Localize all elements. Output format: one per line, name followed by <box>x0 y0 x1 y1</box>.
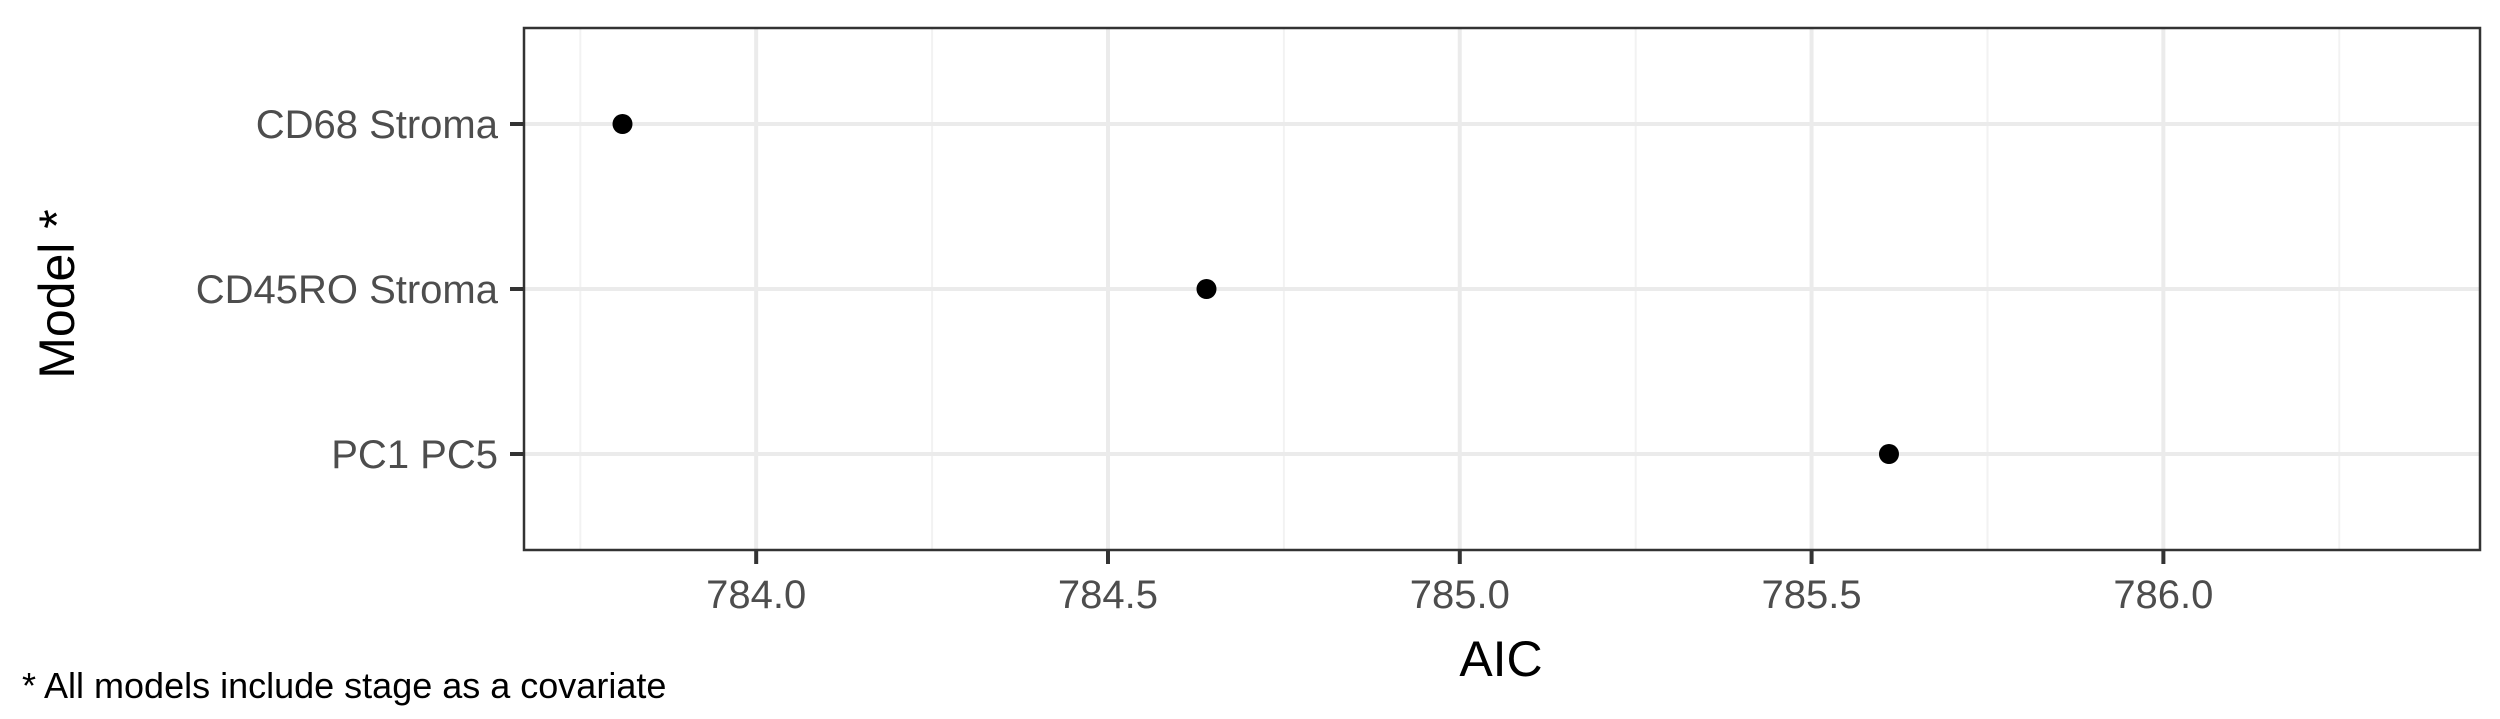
y-axis-title: Model * <box>29 209 85 379</box>
x-tick-label: 785.0 <box>1410 573 1510 617</box>
x-axis-title: AIC <box>1459 631 1542 687</box>
data-points <box>612 114 1899 464</box>
x-tick-label: 784.0 <box>706 573 806 617</box>
x-tick-label: 784.5 <box>1058 573 1158 617</box>
y-tick-label: PC1 PC5 <box>331 433 498 477</box>
y-tick-label: CD45RO Stroma <box>196 268 499 312</box>
x-tick-label: 785.5 <box>1762 573 1862 617</box>
x-tick-label: 786.0 <box>2113 573 2213 617</box>
x-axis: 784.0 784.5 785.0 785.5 786.0 <box>706 550 2213 617</box>
major-gridlines <box>524 28 2480 550</box>
y-axis: CD68 Stroma CD45RO Stroma PC1 PC5 <box>196 103 524 477</box>
data-point <box>1196 279 1217 299</box>
chart-caption: * All models include stage as a covariat… <box>22 665 666 706</box>
y-tick-label: CD68 Stroma <box>256 103 499 147</box>
data-point <box>612 114 633 134</box>
data-point <box>1878 444 1899 464</box>
